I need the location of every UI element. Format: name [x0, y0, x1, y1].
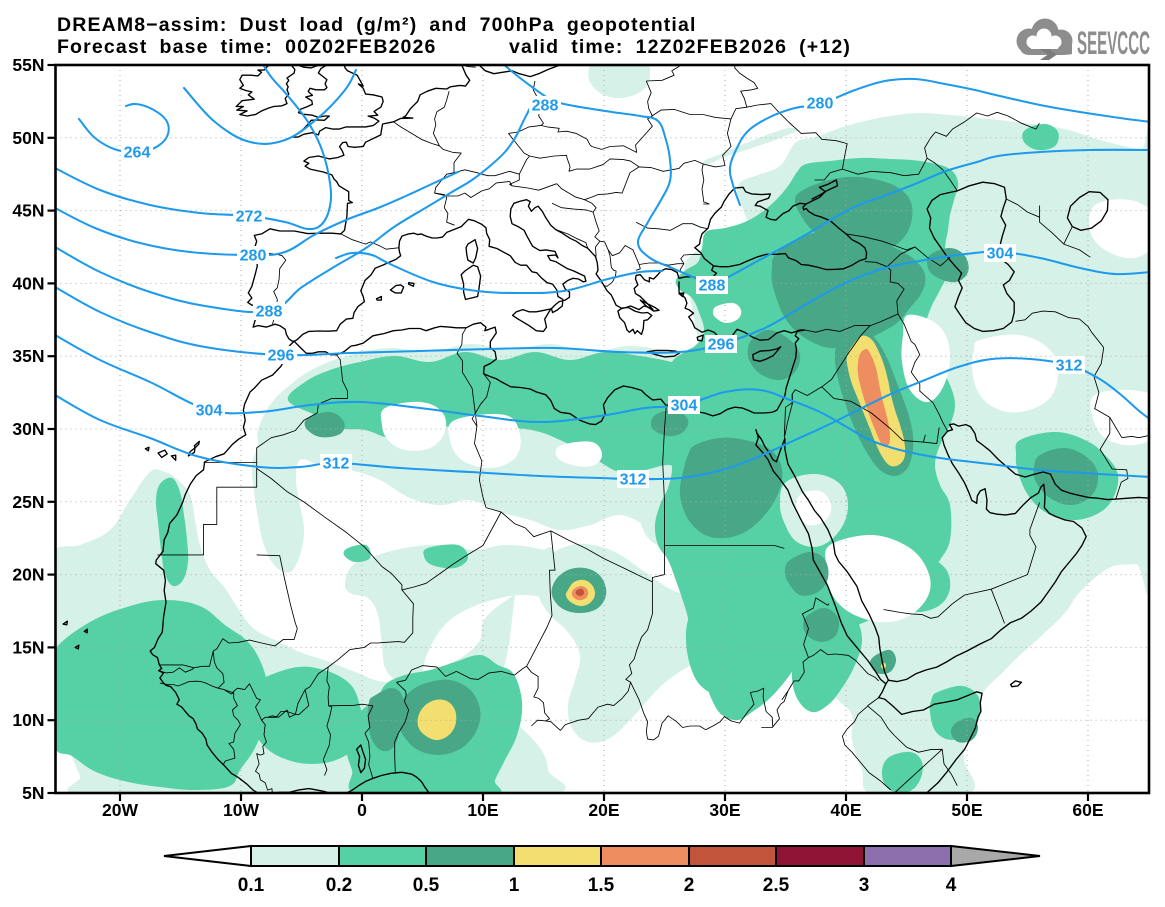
- svg-text:60E: 60E: [1072, 800, 1103, 820]
- svg-text:20E: 20E: [588, 800, 619, 820]
- svg-text:288: 288: [256, 304, 283, 321]
- svg-text:0.2: 0.2: [326, 875, 352, 896]
- svg-text:288: 288: [699, 278, 726, 295]
- svg-text:10W: 10W: [223, 800, 259, 820]
- svg-text:10N: 10N: [12, 710, 44, 730]
- svg-text:1: 1: [509, 875, 520, 896]
- svg-text:4: 4: [946, 875, 957, 896]
- svg-text:304: 304: [196, 403, 223, 420]
- svg-text:0.1: 0.1: [238, 875, 265, 896]
- svg-text:45N: 45N: [12, 201, 44, 221]
- svg-text:50E: 50E: [951, 800, 982, 820]
- svg-text:2.5: 2.5: [763, 875, 790, 896]
- svg-text:40E: 40E: [830, 800, 861, 820]
- svg-text:272: 272: [236, 209, 263, 226]
- svg-text:312: 312: [620, 472, 647, 489]
- svg-text:312: 312: [323, 456, 350, 473]
- svg-text:1.5: 1.5: [588, 875, 615, 896]
- svg-text:30N: 30N: [12, 419, 44, 439]
- svg-text:3: 3: [859, 875, 870, 896]
- svg-text:304: 304: [671, 398, 698, 415]
- svg-text:50N: 50N: [12, 128, 44, 148]
- svg-text:5N: 5N: [22, 783, 44, 803]
- svg-text:40N: 40N: [12, 273, 44, 293]
- svg-text:296: 296: [708, 337, 735, 354]
- svg-text:280: 280: [240, 248, 267, 265]
- svg-text:312: 312: [1056, 358, 1083, 375]
- svg-text:2: 2: [684, 875, 695, 896]
- svg-text:264: 264: [124, 145, 151, 162]
- svg-text:SEEVCCC: SEEVCCC: [1077, 25, 1150, 61]
- svg-text:304: 304: [987, 246, 1014, 263]
- svg-text:25N: 25N: [12, 492, 44, 512]
- svg-text:15N: 15N: [12, 637, 44, 657]
- svg-text:Forecast base time: 00Z02FEB20: Forecast base time: 00Z02FEB2026 valid t…: [57, 36, 851, 58]
- svg-text:35N: 35N: [12, 346, 44, 366]
- svg-text:30E: 30E: [709, 800, 740, 820]
- svg-text:20N: 20N: [12, 565, 44, 585]
- svg-text:DREAM8−assim: Dust load (g/m²): DREAM8−assim: Dust load (g/m²) and 700hP…: [57, 14, 697, 36]
- svg-text:296: 296: [268, 348, 295, 365]
- svg-text:20W: 20W: [102, 800, 138, 820]
- svg-text:0.5: 0.5: [413, 875, 440, 896]
- svg-text:0: 0: [357, 800, 367, 820]
- svg-text:280: 280: [807, 96, 834, 113]
- svg-text:288: 288: [532, 98, 559, 115]
- svg-text:55N: 55N: [12, 55, 44, 75]
- svg-text:10E: 10E: [467, 800, 498, 820]
